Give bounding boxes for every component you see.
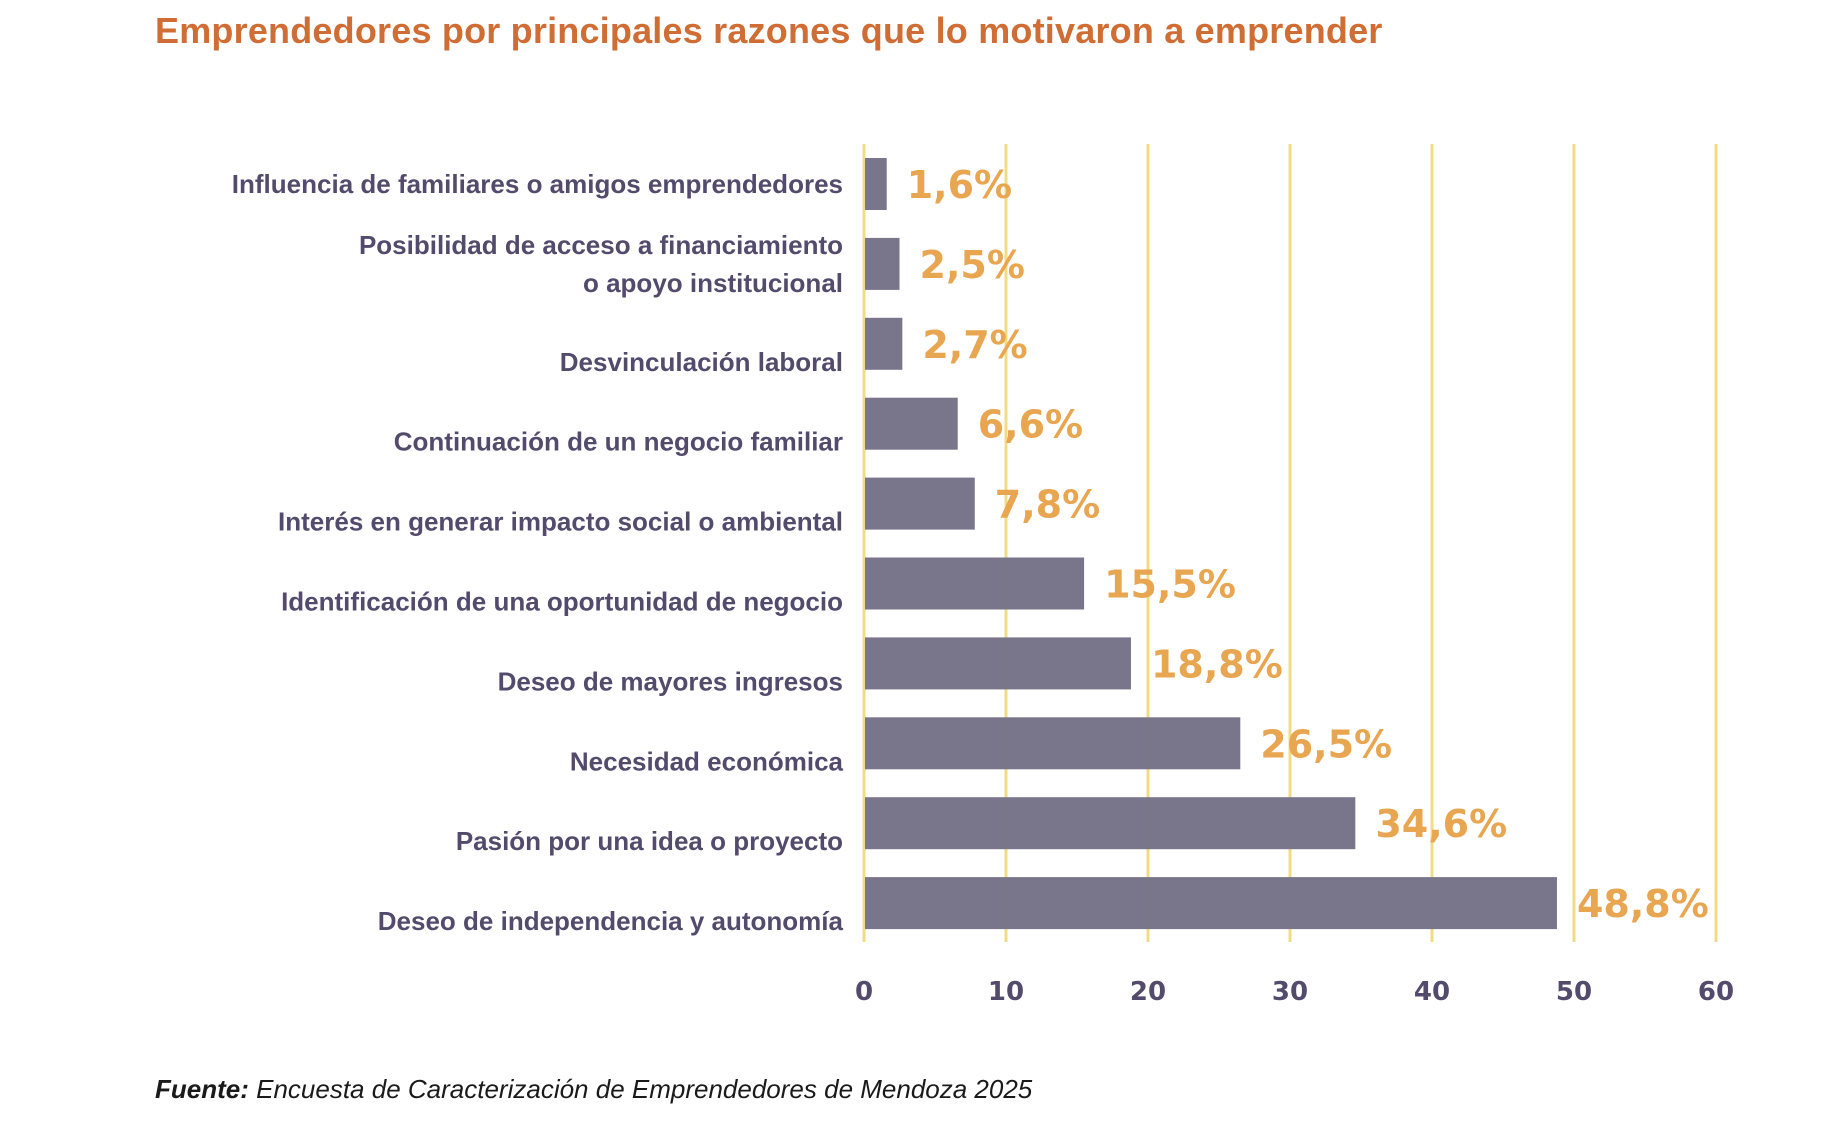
category-label: Influencia de familiares o amigos empren… <box>232 169 843 199</box>
category-label: Necesidad económica <box>570 746 844 776</box>
value-label: 2,5% <box>920 243 1025 287</box>
x-tick-label: 10 <box>988 977 1024 1007</box>
bar <box>865 557 1085 610</box>
category-label: Desvinculación laboral <box>560 347 843 377</box>
category-label: Deseo de mayores ingresos <box>498 666 843 696</box>
value-label: 2,7% <box>922 323 1027 367</box>
value-label: 48,8% <box>1577 882 1709 926</box>
source-lead: Fuente: <box>155 1074 249 1104</box>
bar <box>865 637 1131 690</box>
source-note: Fuente: Encuesta de Caracterización de E… <box>155 1074 1032 1105</box>
category-label: Continuación de un negocio familiar <box>394 427 843 457</box>
x-axis-ticks: 0 10 20 30 40 50 60 <box>855 977 1734 1007</box>
value-label: 18,8% <box>1151 642 1283 686</box>
bar <box>865 237 900 290</box>
value-label: 26,5% <box>1260 722 1392 766</box>
bars <box>865 158 1557 930</box>
bar <box>865 877 1557 930</box>
source-text: Encuesta de Caracterización de Emprended… <box>248 1074 1033 1104</box>
category-label: o apoyo institucional <box>583 268 843 298</box>
x-tick-label: 60 <box>1698 977 1734 1007</box>
category-labels: Influencia de familiares o amigos empren… <box>232 169 844 936</box>
bar <box>865 158 887 210</box>
category-label: Interés en generar impacto social o ambi… <box>278 507 843 537</box>
category-label: Identificación de una oportunidad de neg… <box>281 587 843 617</box>
x-tick-label: 30 <box>1272 977 1308 1007</box>
x-tick-label: 50 <box>1556 977 1592 1007</box>
gridlines <box>862 144 1718 942</box>
x-tick-label: 0 <box>855 977 873 1007</box>
category-label: Deseo de independencia y autonomía <box>378 906 844 936</box>
bar <box>865 797 1356 850</box>
bar <box>865 717 1241 770</box>
bar <box>865 477 975 530</box>
category-label: Pasión por una idea o proyecto <box>456 826 843 856</box>
x-tick-label: 40 <box>1414 977 1450 1007</box>
x-tick-label: 20 <box>1130 977 1166 1007</box>
bar <box>865 397 958 450</box>
value-labels: 1,6% 2,5% 2,7% 6,6% 7,8%15,5% 18,8% 26,5% 34,6%… <box>907 163 1709 926</box>
value-label: 6,6% <box>978 403 1083 447</box>
value-label: 7,8% <box>995 483 1100 527</box>
chart-title: Emprendedores por principales razones qu… <box>155 10 1383 51</box>
category-label: Posibilidad de acceso a financiamiento <box>359 230 843 260</box>
value-label: 1,6% <box>907 163 1012 207</box>
value-label: 15,5% <box>1104 563 1236 607</box>
bar <box>865 317 903 370</box>
value-label: 34,6% <box>1375 802 1507 846</box>
